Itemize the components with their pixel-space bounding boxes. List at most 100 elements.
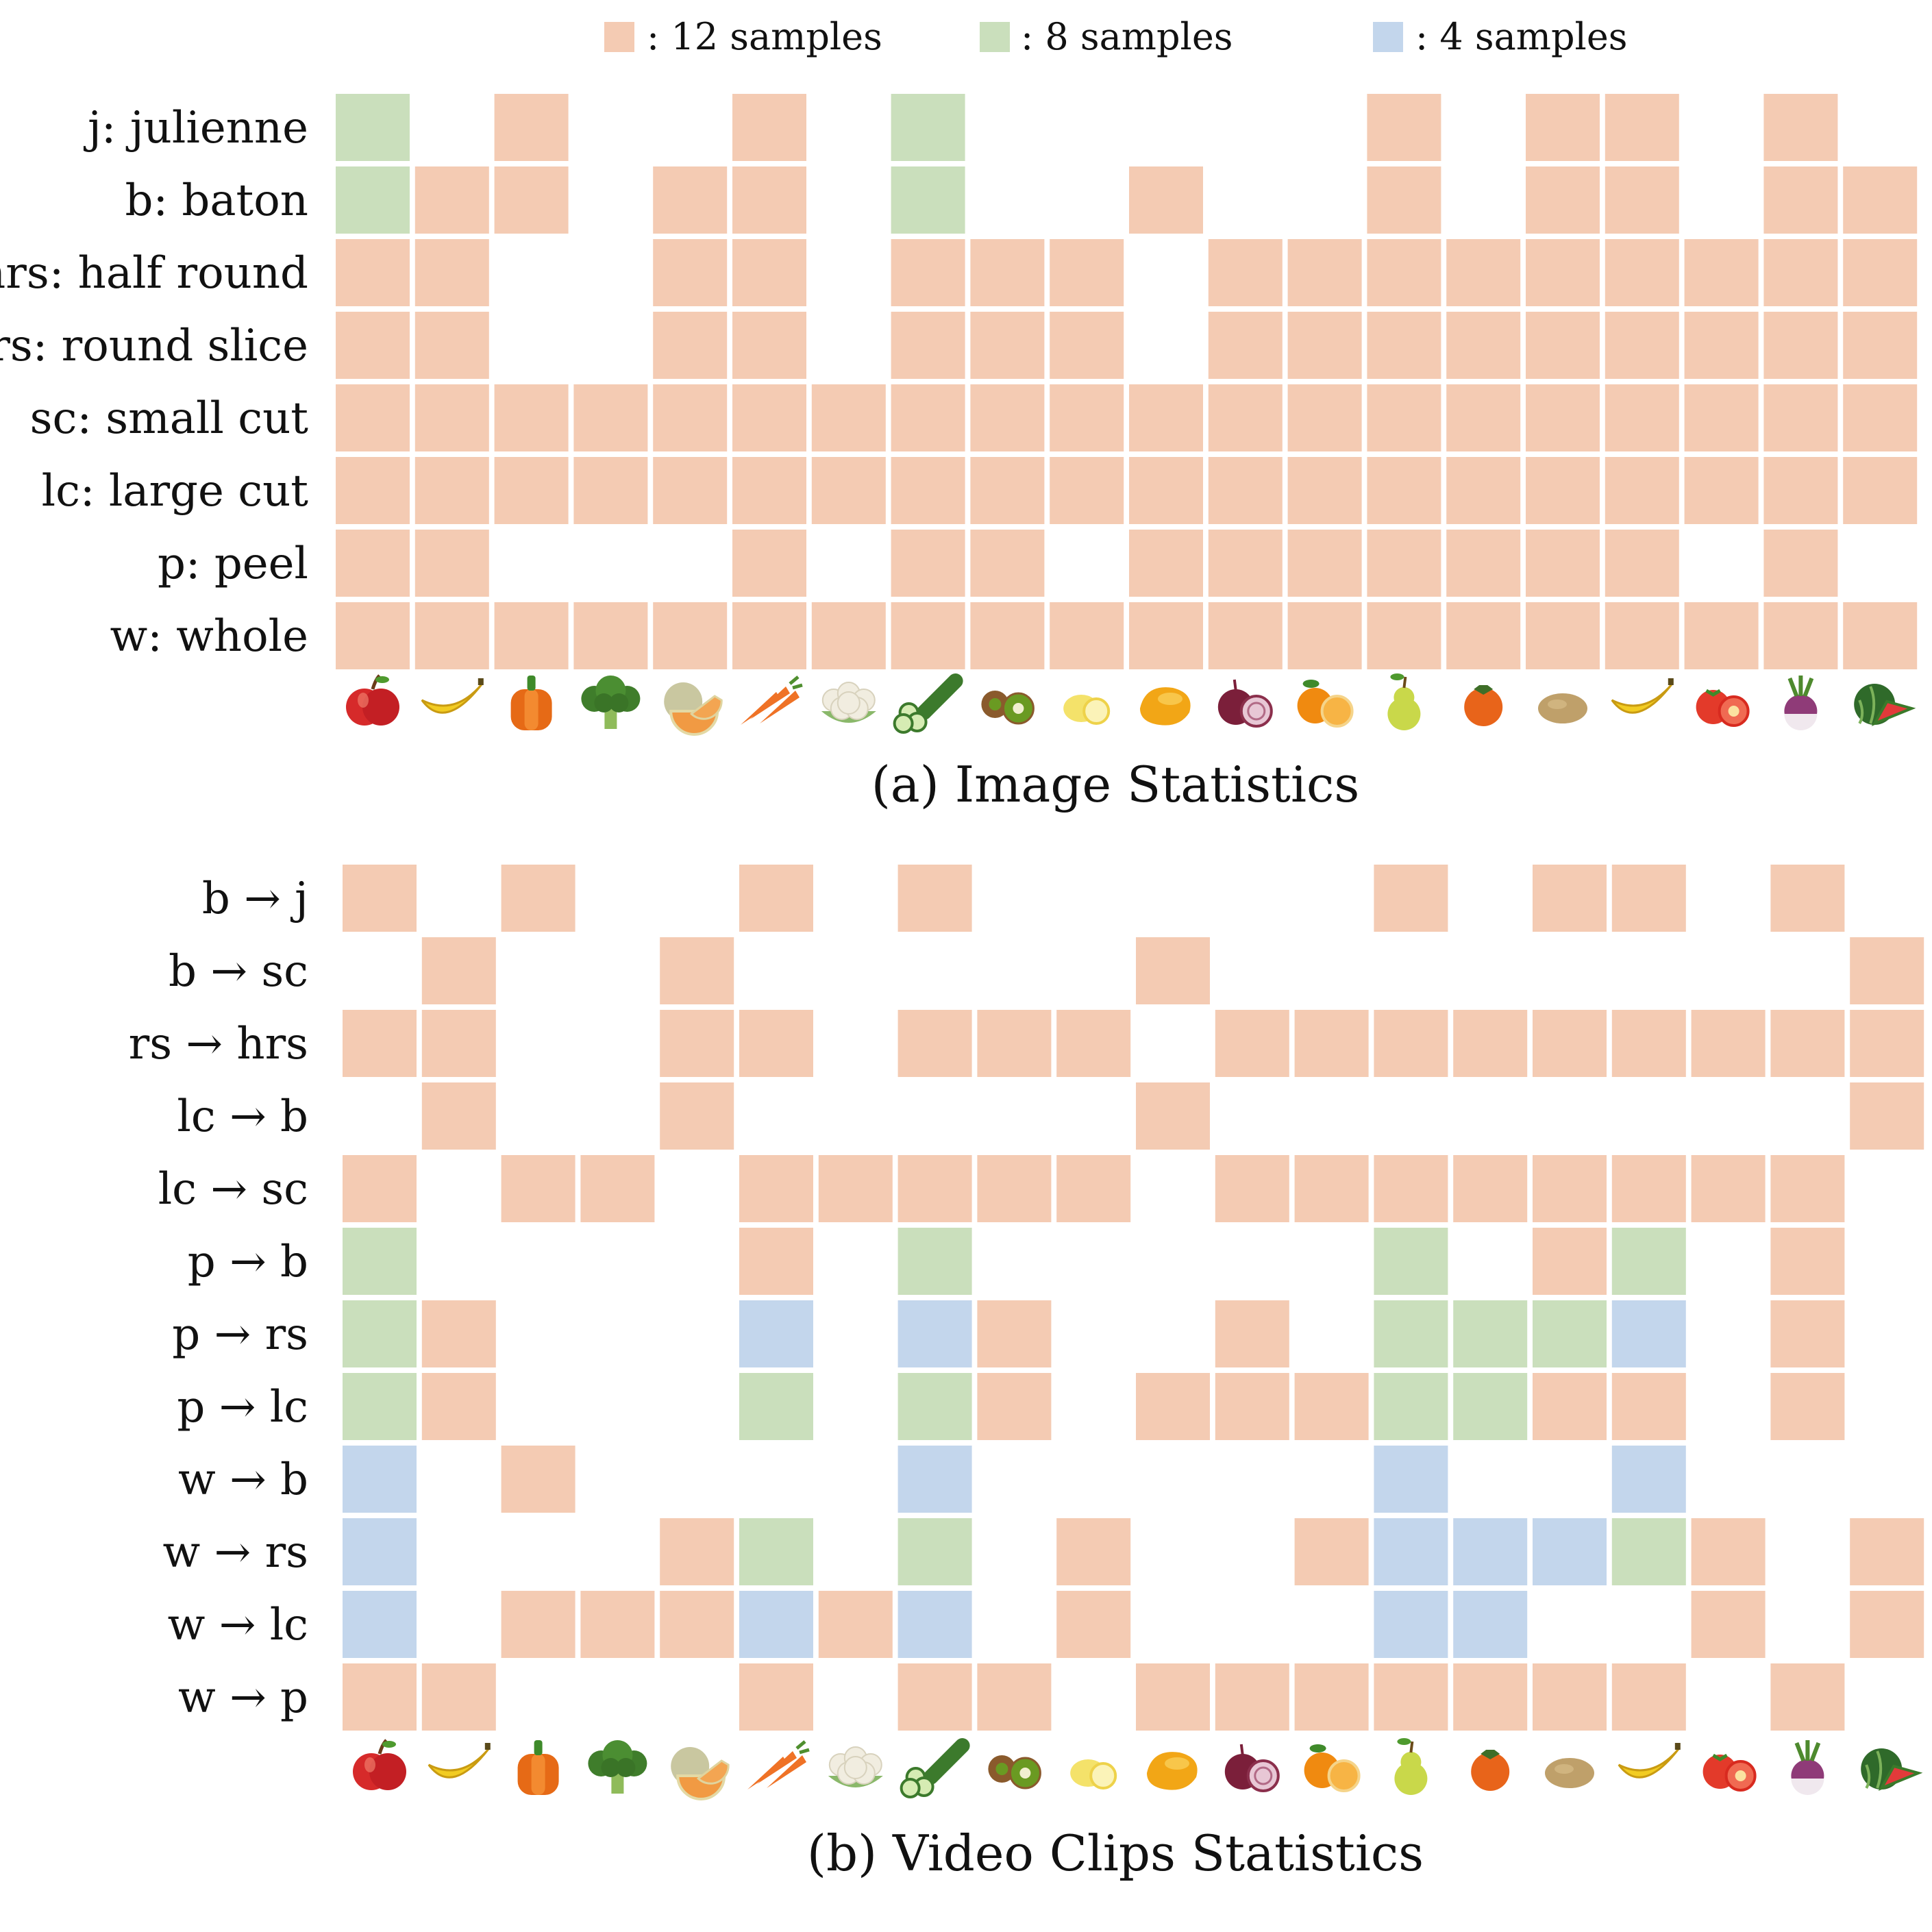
cell-b-to-sc-melon xyxy=(660,937,734,1004)
mango-icon xyxy=(1140,687,1191,726)
food-icon-row xyxy=(353,1738,1923,1800)
cell-hrs-half-round-kiwi xyxy=(970,239,1045,306)
cell-j-julienne-plantain xyxy=(1605,94,1679,161)
row-label-w-whole: w: whole xyxy=(110,611,308,662)
cell-lc-to-b-melon xyxy=(660,1082,734,1150)
cell-rs-round-slice-banana xyxy=(414,312,489,379)
cell-w-to-rs-plantain xyxy=(1611,1518,1686,1585)
cell-w-whole-orange xyxy=(1287,602,1362,669)
cell-b-to-sc-mango xyxy=(1136,937,1210,1004)
cell-rs-to-hrs-kiwi xyxy=(977,1010,1052,1077)
cell-p-to-lc-persimmon xyxy=(1453,1373,1528,1440)
cell-w-to-rs-orange xyxy=(1294,1518,1369,1585)
cell-lc-to-sc-broccoli xyxy=(580,1155,655,1222)
cell-w-to-rs-pear xyxy=(1374,1518,1448,1585)
cell-hrs-half-round-plantain xyxy=(1605,239,1679,306)
cell-rs-round-slice-cucumber xyxy=(891,312,965,379)
cell-w-to-b-bell-pepper xyxy=(501,1446,575,1513)
cell-w-to-p-pear xyxy=(1374,1663,1448,1731)
row-label-p-to-rs: p → rs xyxy=(172,1309,308,1360)
cell-sc-small-cut-pear xyxy=(1367,384,1441,451)
cell-lc-to-b-mango xyxy=(1136,1082,1210,1150)
cell-w-to-rs-apple xyxy=(343,1518,417,1585)
legend-swatch-12 xyxy=(604,22,634,52)
cell-rs-round-slice-potato xyxy=(1526,312,1600,379)
onion-icon xyxy=(1217,679,1273,728)
cucumber-icon xyxy=(893,673,963,734)
cell-rs-to-hrs-melon xyxy=(660,1010,734,1077)
cell-sc-small-cut-melon xyxy=(653,384,728,451)
row-label-sc-small-cut: sc: small cut xyxy=(30,393,309,444)
cell-hrs-half-round-banana xyxy=(414,239,489,306)
apple-icon xyxy=(346,674,399,726)
cell-p-peel-cucumber xyxy=(891,530,965,597)
row-label-j-julienne: j: julienne xyxy=(83,103,308,153)
cell-hrs-half-round-carrot xyxy=(732,239,806,306)
cell-hrs-half-round-orange xyxy=(1287,239,1362,306)
cell-b-baton-melon xyxy=(653,166,728,234)
cell-rs-to-hrs-potato xyxy=(1533,1010,1607,1077)
cell-p-to-lc-potato xyxy=(1533,1373,1607,1440)
cell-w-to-p-mango xyxy=(1136,1663,1210,1731)
cell-b-baton-apple xyxy=(336,166,410,234)
cell-hrs-half-round-pear xyxy=(1367,239,1441,306)
cell-w-to-p-persimmon xyxy=(1453,1663,1528,1731)
cell-p-peel-pear xyxy=(1367,530,1441,597)
cell-sc-small-cut-carrot xyxy=(732,384,806,451)
cell-hrs-half-round-lemon xyxy=(1050,239,1124,306)
cell-b-baton-mango xyxy=(1129,166,1203,234)
cell-lc-to-sc-potato xyxy=(1533,1155,1607,1222)
cell-lc-large-cut-orange xyxy=(1287,457,1362,524)
cell-w-to-p-apple xyxy=(343,1663,417,1731)
cell-b-baton-turnip xyxy=(1763,166,1838,234)
cell-rs-round-slice-onion xyxy=(1208,312,1283,379)
cell-w-whole-tomato xyxy=(1684,602,1759,669)
cell-sc-small-cut-apple xyxy=(336,384,410,451)
row-label-p-to-b: p → b xyxy=(188,1237,308,1287)
cell-w-to-lc-tomato xyxy=(1691,1591,1766,1658)
cell-j-julienne-cucumber xyxy=(891,94,965,161)
cell-b-to-j-apple xyxy=(343,865,417,932)
cell-rs-to-hrs-onion xyxy=(1215,1010,1289,1077)
plantain-icon xyxy=(1611,678,1674,714)
cell-p-to-rs-pear xyxy=(1374,1300,1448,1367)
cell-rs-round-slice-tomato xyxy=(1684,312,1759,379)
cell-b-to-j-carrot xyxy=(739,865,813,932)
cell-rs-to-hrs-carrot xyxy=(739,1010,813,1077)
legend-label-12: : 12 samples xyxy=(647,15,882,58)
cell-lc-large-cut-banana xyxy=(414,457,489,524)
cell-p-to-rs-carrot xyxy=(739,1300,813,1367)
cell-sc-small-cut-cucumber xyxy=(891,384,965,451)
cell-p-to-rs-plantain xyxy=(1611,1300,1686,1367)
cell-p-to-lc-cucumber xyxy=(897,1373,972,1440)
cell-p-to-rs-persimmon xyxy=(1453,1300,1528,1367)
cell-p-peel-carrot xyxy=(732,530,806,597)
cell-w-to-b-cucumber xyxy=(897,1446,972,1513)
cell-w-whole-lemon xyxy=(1050,602,1124,669)
cell-w-whole-potato xyxy=(1526,602,1600,669)
cell-p-to-rs-potato xyxy=(1533,1300,1607,1367)
cell-rs-round-slice-apple xyxy=(336,312,410,379)
lemon-icon xyxy=(1063,695,1111,725)
cell-p-to-lc-pear xyxy=(1374,1373,1448,1440)
legend-swatch-4 xyxy=(1373,22,1403,52)
cell-w-to-lc-lemon xyxy=(1056,1591,1131,1658)
cell-lc-large-cut-pear xyxy=(1367,457,1441,524)
cell-lc-to-sc-kiwi xyxy=(977,1155,1052,1222)
carrot-icon xyxy=(741,676,803,725)
cell-w-to-rs-melon xyxy=(660,1518,734,1585)
cell-w-whole-onion xyxy=(1208,602,1283,669)
carrot-icon xyxy=(747,1740,810,1789)
cell-w-to-lc-persimmon xyxy=(1453,1591,1528,1658)
cell-w-to-rs-persimmon xyxy=(1453,1518,1528,1585)
orange-icon xyxy=(1304,1744,1361,1792)
cell-w-whole-broccoli xyxy=(573,602,648,669)
legend-item-8: : 8 samples xyxy=(980,15,1233,58)
cell-sc-small-cut-orange xyxy=(1287,384,1362,451)
cell-w-to-rs-potato xyxy=(1533,1518,1607,1585)
apple-icon xyxy=(353,1739,406,1790)
cell-b-baton-plantain xyxy=(1605,166,1679,234)
row-label-w-to-rs: w → rs xyxy=(162,1527,308,1578)
cell-p-to-lc-onion xyxy=(1215,1373,1289,1440)
